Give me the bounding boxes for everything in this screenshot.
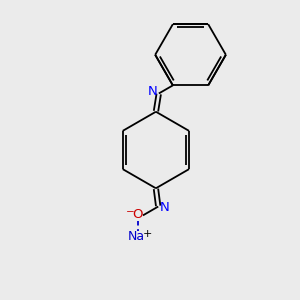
Text: N: N (160, 201, 169, 214)
Text: +: + (142, 229, 152, 239)
Text: O: O (132, 208, 143, 221)
Text: Na: Na (128, 230, 145, 243)
Text: −: − (126, 206, 135, 217)
Text: N: N (148, 85, 157, 98)
